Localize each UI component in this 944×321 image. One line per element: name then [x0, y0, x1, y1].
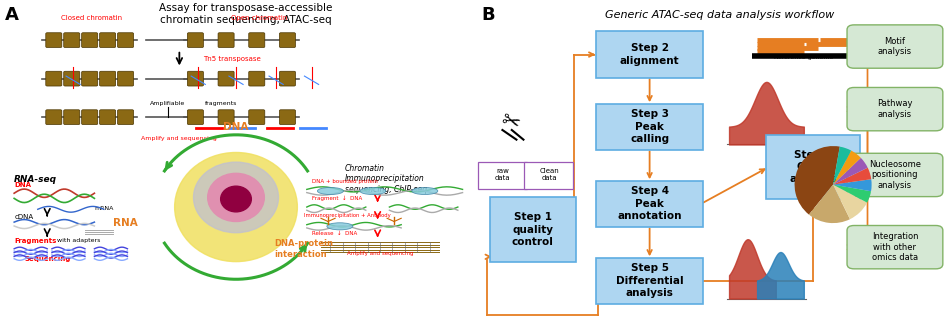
Text: Fragment  ↓  DNA: Fragment ↓ DNA [312, 195, 362, 201]
FancyBboxPatch shape [218, 71, 234, 86]
Ellipse shape [360, 187, 386, 195]
Text: Amplifiable: Amplifiable [150, 101, 185, 106]
Ellipse shape [221, 186, 251, 212]
FancyBboxPatch shape [81, 110, 98, 125]
Wedge shape [833, 168, 871, 185]
Wedge shape [809, 185, 850, 223]
FancyBboxPatch shape [45, 33, 62, 48]
Text: Reference genome: Reference genome [774, 56, 834, 60]
FancyBboxPatch shape [100, 110, 115, 125]
Wedge shape [833, 185, 871, 203]
Wedge shape [795, 146, 840, 215]
FancyBboxPatch shape [64, 33, 79, 48]
Text: fragments: fragments [206, 101, 238, 106]
Text: Release  ↓  DNA: Release ↓ DNA [312, 231, 357, 236]
Ellipse shape [175, 152, 297, 262]
Text: B: B [481, 6, 495, 24]
Text: raw
data: raw data [495, 169, 511, 181]
Text: Chromatin
Immunoprecipitation
sequencing, ChIP-seq: Chromatin Immunoprecipitation sequencing… [345, 164, 427, 194]
Ellipse shape [194, 162, 278, 233]
FancyBboxPatch shape [490, 197, 576, 262]
Text: Step 4
Peak
annotation: Step 4 Peak annotation [617, 187, 682, 221]
FancyBboxPatch shape [279, 110, 295, 125]
Text: DNA: DNA [14, 182, 31, 188]
FancyBboxPatch shape [279, 33, 295, 48]
Text: RNA: RNA [112, 218, 138, 228]
Text: Immunoprecipitation + Antibody: Immunoprecipitation + Antibody [304, 213, 391, 218]
FancyBboxPatch shape [187, 110, 204, 125]
Text: Step 3
Peak
calling: Step 3 Peak calling [630, 109, 669, 144]
Text: Closed chromatin: Closed chromatin [61, 15, 123, 21]
FancyBboxPatch shape [64, 110, 79, 125]
Text: cDNA: cDNA [14, 214, 33, 220]
Text: Open chromatin: Open chromatin [231, 15, 288, 21]
Text: Amplify and sequencing: Amplify and sequencing [142, 136, 217, 142]
Text: RNA-seq: RNA-seq [14, 175, 58, 184]
Text: Pathway
analysis: Pathway analysis [877, 100, 913, 119]
Wedge shape [833, 147, 851, 185]
FancyBboxPatch shape [117, 110, 134, 125]
FancyBboxPatch shape [596, 257, 703, 304]
Wedge shape [833, 151, 861, 185]
Text: Tn5 transposase: Tn5 transposase [203, 56, 261, 62]
Text: Nucleosome
positioning
analysis: Nucleosome positioning analysis [868, 160, 921, 190]
Text: Assay for transposase-accessible
chromatin sequencing, ATAC-seq: Assay for transposase-accessible chromat… [159, 3, 332, 25]
Ellipse shape [412, 187, 438, 195]
FancyBboxPatch shape [279, 71, 295, 86]
FancyBboxPatch shape [187, 71, 204, 86]
FancyBboxPatch shape [45, 110, 62, 125]
Text: Motif
analysis: Motif analysis [878, 37, 912, 56]
Wedge shape [833, 158, 868, 185]
Text: Step 2
alignment: Step 2 alignment [620, 43, 680, 66]
FancyBboxPatch shape [249, 71, 264, 86]
FancyBboxPatch shape [117, 71, 134, 86]
FancyBboxPatch shape [596, 103, 703, 150]
Text: Step 1
quality
control: Step 1 quality control [512, 212, 554, 247]
Text: A: A [5, 6, 19, 24]
Text: DNA: DNA [224, 122, 248, 132]
FancyBboxPatch shape [64, 71, 79, 86]
FancyBboxPatch shape [847, 87, 943, 131]
Text: with adapters: with adapters [57, 238, 100, 243]
FancyBboxPatch shape [218, 110, 234, 125]
Wedge shape [833, 185, 868, 219]
Text: DNA-protein
interaction: DNA-protein interaction [274, 239, 332, 258]
Text: Fragments: Fragments [14, 238, 57, 244]
FancyBboxPatch shape [117, 33, 134, 48]
FancyBboxPatch shape [218, 33, 234, 48]
FancyBboxPatch shape [187, 33, 204, 48]
Text: mRNA: mRNA [94, 205, 114, 211]
Text: DNA + bounded protein: DNA + bounded protein [312, 179, 378, 184]
Text: Clean
data: Clean data [539, 169, 559, 181]
FancyBboxPatch shape [81, 71, 98, 86]
Text: Step 6
Other
analysis: Step 6 Other analysis [789, 150, 837, 184]
Text: Amplify and sequencing: Amplify and sequencing [346, 251, 413, 256]
FancyBboxPatch shape [524, 162, 573, 189]
Ellipse shape [317, 187, 344, 195]
FancyBboxPatch shape [81, 33, 98, 48]
FancyBboxPatch shape [100, 33, 115, 48]
FancyBboxPatch shape [249, 33, 264, 48]
Wedge shape [833, 179, 871, 191]
Ellipse shape [327, 223, 353, 230]
Ellipse shape [208, 173, 264, 221]
Text: Integration
with other
omics data: Integration with other omics data [871, 232, 919, 262]
FancyBboxPatch shape [847, 153, 943, 196]
FancyBboxPatch shape [100, 71, 115, 86]
FancyBboxPatch shape [847, 225, 943, 269]
FancyBboxPatch shape [596, 180, 703, 227]
Text: Generic ATAC-seq data analysis workflow: Generic ATAC-seq data analysis workflow [605, 10, 834, 20]
FancyBboxPatch shape [45, 71, 62, 86]
FancyBboxPatch shape [847, 25, 943, 68]
FancyBboxPatch shape [596, 31, 703, 78]
FancyBboxPatch shape [249, 110, 264, 125]
Text: Sequencing: Sequencing [24, 256, 71, 262]
Text: Step 5
Differential
analysis: Step 5 Differential analysis [615, 264, 683, 298]
FancyBboxPatch shape [478, 162, 527, 189]
Text: ✂: ✂ [497, 109, 522, 134]
FancyBboxPatch shape [767, 135, 860, 199]
